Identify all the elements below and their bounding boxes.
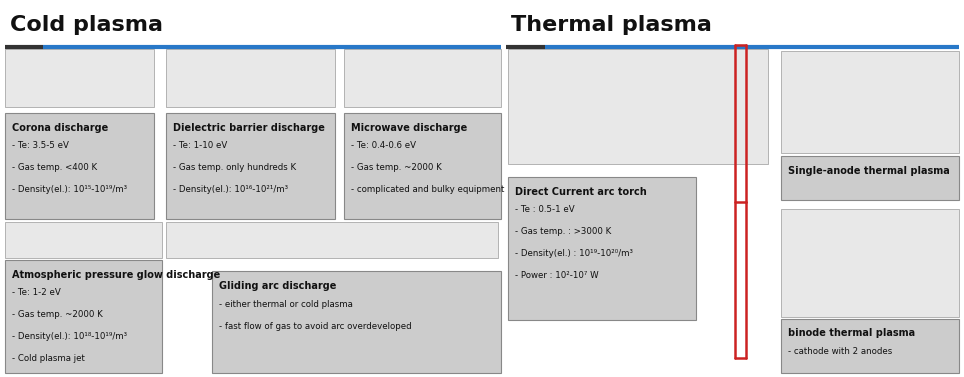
- Text: Thermal plasma: Thermal plasma: [511, 15, 711, 35]
- Text: Gliding arc discharge: Gliding arc discharge: [219, 281, 336, 291]
- FancyBboxPatch shape: [508, 177, 696, 320]
- FancyBboxPatch shape: [5, 49, 154, 107]
- Text: - Gas temp. ~2000 K: - Gas temp. ~2000 K: [351, 163, 442, 172]
- Text: - Cold plasma jet: - Cold plasma jet: [12, 354, 85, 363]
- FancyBboxPatch shape: [166, 113, 335, 219]
- Text: Atmospheric pressure glow discharge: Atmospheric pressure glow discharge: [12, 270, 220, 280]
- FancyBboxPatch shape: [5, 222, 162, 258]
- Text: - Density(el.) : 10¹⁹-10²⁰/m³: - Density(el.) : 10¹⁹-10²⁰/m³: [515, 249, 632, 258]
- Text: - Density(el.): 10¹⁶-10²¹/m³: - Density(el.): 10¹⁶-10²¹/m³: [173, 185, 287, 194]
- Text: - Te: 0.4-0.6 eV: - Te: 0.4-0.6 eV: [351, 141, 415, 150]
- Text: Cold plasma: Cold plasma: [10, 15, 163, 35]
- FancyBboxPatch shape: [344, 49, 501, 107]
- Text: - Te: 3.5-5 eV: - Te: 3.5-5 eV: [12, 141, 68, 150]
- Text: - Gas temp. ~2000 K: - Gas temp. ~2000 K: [12, 310, 102, 319]
- Text: - cathode with 2 anodes: - cathode with 2 anodes: [788, 347, 892, 356]
- Text: - Density(el.): 10¹⁸-10¹⁹/m³: - Density(el.): 10¹⁸-10¹⁹/m³: [12, 332, 126, 341]
- Text: Direct Current arc torch: Direct Current arc torch: [515, 187, 647, 197]
- Text: - Density(el.): 10¹⁵-10¹⁹/m³: - Density(el.): 10¹⁵-10¹⁹/m³: [12, 185, 126, 194]
- Text: - Power : 10²-10⁷ W: - Power : 10²-10⁷ W: [515, 271, 599, 280]
- FancyBboxPatch shape: [781, 209, 959, 317]
- FancyBboxPatch shape: [5, 113, 154, 219]
- Text: - either thermal or cold plasma: - either thermal or cold plasma: [219, 300, 353, 309]
- Text: - Gas temp. only hundreds K: - Gas temp. only hundreds K: [173, 163, 296, 172]
- FancyBboxPatch shape: [5, 260, 162, 373]
- FancyBboxPatch shape: [781, 51, 959, 153]
- Text: - complicated and bulky equipment: - complicated and bulky equipment: [351, 185, 504, 194]
- FancyBboxPatch shape: [508, 49, 768, 164]
- Text: Single-anode thermal plasma: Single-anode thermal plasma: [788, 166, 950, 176]
- Text: Microwave discharge: Microwave discharge: [351, 123, 468, 133]
- FancyBboxPatch shape: [344, 113, 501, 219]
- Text: - Te: 1-2 eV: - Te: 1-2 eV: [12, 288, 61, 297]
- FancyBboxPatch shape: [781, 156, 959, 200]
- Text: - Te: 1-10 eV: - Te: 1-10 eV: [173, 141, 227, 150]
- FancyBboxPatch shape: [781, 319, 959, 373]
- Text: - Gas temp. <400 K: - Gas temp. <400 K: [12, 163, 96, 172]
- FancyBboxPatch shape: [166, 222, 498, 258]
- Text: - Te : 0.5-1 eV: - Te : 0.5-1 eV: [515, 205, 575, 215]
- Text: Corona discharge: Corona discharge: [12, 123, 108, 133]
- Text: - Gas temp. : >3000 K: - Gas temp. : >3000 K: [515, 227, 611, 236]
- FancyBboxPatch shape: [166, 49, 335, 107]
- Text: Dielectric barrier discharge: Dielectric barrier discharge: [173, 123, 325, 133]
- FancyBboxPatch shape: [212, 271, 501, 373]
- Text: binode thermal plasma: binode thermal plasma: [788, 328, 915, 338]
- Text: - fast flow of gas to avoid arc overdeveloped: - fast flow of gas to avoid arc overdeve…: [219, 322, 412, 331]
